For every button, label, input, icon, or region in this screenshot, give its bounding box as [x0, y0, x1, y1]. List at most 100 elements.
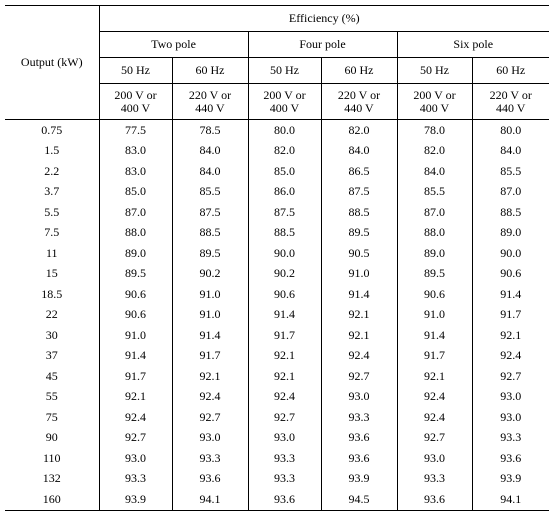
efficiency-cell: 91.0: [172, 284, 249, 305]
efficiency-cell: 78.5: [172, 119, 249, 141]
efficiency-cell: 88.5: [500, 204, 522, 219]
voltage-line: 400 V: [419, 100, 450, 115]
pole-header-four: Four pole: [248, 31, 398, 58]
efficiency-cell: 93.3: [248, 468, 322, 489]
efficiency-cell: 93.0: [500, 389, 522, 404]
table-row: 45 91.7 92.1 92.1 92.7 92.1 92.7: [5, 366, 549, 387]
table-row: 11 89.0 89.5 90.0 90.5 89.0 90.0: [5, 243, 549, 264]
freq-header: 50 Hz: [397, 57, 473, 84]
efficiency-cell: 92.1: [248, 345, 322, 366]
output-cell: 1.5: [5, 140, 100, 161]
efficiency-cell: 92.7: [99, 427, 173, 448]
efficiency-cell: 93.3: [500, 430, 522, 445]
efficiency-cell: 91.0: [397, 304, 473, 325]
efficiency-cell: 93.6: [248, 489, 322, 511]
output-cell: 2.2: [5, 161, 100, 182]
efficiency-cell: 91.4: [500, 286, 522, 301]
voltage-line: 200 V or: [413, 87, 456, 102]
efficiency-cell: 92.4: [321, 345, 398, 366]
efficiency-cell: 92.7: [172, 407, 249, 428]
freq-header: 60 Hz: [321, 57, 398, 84]
efficiency-cell: 92.1: [397, 366, 473, 387]
efficiency-cell: 92.1: [248, 366, 322, 387]
table-row: 160 93.9 94.1 93.6 94.5 93.6 94.1: [5, 489, 549, 511]
efficiency-cell: 82.0: [321, 119, 398, 141]
efficiency-cell: 88.0: [99, 222, 173, 243]
voltage-line: 440 V: [195, 100, 225, 115]
efficiency-cell: 82.0: [248, 140, 322, 161]
output-cell: 5.5: [5, 202, 100, 223]
efficiency-cell: 85.5: [500, 163, 522, 178]
table-row: 132 93.3 93.6 93.3 93.9 93.3 93.9: [5, 468, 549, 489]
voltage-line: 440 V: [344, 100, 374, 115]
freq-header: 60 Hz: [172, 57, 249, 84]
efficiency-cell: 84.0: [172, 140, 249, 161]
efficiency-cell: 93.0: [500, 409, 522, 424]
output-column-header: Output (kW): [5, 5, 100, 120]
efficiency-cell: 86.5: [321, 161, 398, 182]
freq-header: 60 Hz: [472, 57, 549, 84]
output-cell: 45: [5, 366, 100, 387]
efficiency-cell: 91.0: [321, 263, 398, 284]
efficiency-cell: 93.6: [172, 468, 249, 489]
efficiency-cell: 88.5: [248, 222, 322, 243]
efficiency-cell: 83.0: [99, 140, 173, 161]
efficiency-cell: 93.0: [397, 448, 473, 469]
voltage-header: 200 V or 400 V: [248, 83, 322, 120]
efficiency-cell: 92.7: [397, 427, 473, 448]
table-row: 37 91.4 91.7 92.1 92.4 91.7 92.4: [5, 345, 549, 366]
efficiency-cell: 93.3: [321, 407, 398, 428]
efficiency-cell: 91.4: [248, 304, 322, 325]
table-row: 30 91.0 91.4 91.7 92.1 91.4 92.1: [5, 325, 549, 346]
efficiency-cell: 91.4: [321, 284, 398, 305]
efficiency-cell: 85.5: [397, 181, 473, 202]
efficiency-cell: 88.0: [397, 222, 473, 243]
table-row: 75 92.4 92.7 92.7 93.3 92.4 93.0: [5, 407, 549, 428]
efficiency-cell: 93.6: [500, 450, 522, 465]
efficiency-cell: 92.1: [172, 366, 249, 387]
efficiency-cell: 90.6: [397, 284, 473, 305]
efficiency-cell: 92.7: [321, 366, 398, 387]
efficiency-cell: 84.0: [397, 161, 473, 182]
efficiency-cell: 93.6: [397, 489, 473, 511]
efficiency-cell: 77.5: [99, 119, 173, 141]
table-row: 5.5 87.0 87.5 87.5 88.5 87.0 88.5: [5, 202, 549, 223]
output-cell: 0.75: [5, 119, 100, 141]
efficiency-cell: 85.0: [248, 161, 322, 182]
efficiency-cell: 92.7: [500, 368, 522, 383]
voltage-line: 220 V or: [489, 87, 532, 102]
efficiency-cell: 93.0: [172, 427, 249, 448]
table-body: 0.75 77.5 78.5 80.0 82.0 78.0 80.0 1.5 83.0 84.0 8…: [5, 119, 549, 511]
output-cell: 7.5: [5, 222, 100, 243]
output-cell: 90: [5, 427, 100, 448]
efficiency-cell: 91.4: [397, 325, 473, 346]
efficiency-cell: 92.4: [397, 407, 473, 428]
efficiency-cell: 87.5: [321, 181, 398, 202]
efficiency-cell: 89.5: [172, 243, 249, 264]
efficiency-cell: 94.1: [172, 489, 249, 511]
efficiency-cell: 90.6: [99, 284, 173, 305]
output-cell: 132: [5, 468, 100, 489]
output-cell: 18.5: [5, 284, 100, 305]
efficiency-cell: 94.5: [321, 489, 398, 511]
efficiency-cell: 88.5: [321, 202, 398, 223]
efficiency-cell: 93.9: [500, 471, 522, 486]
table-row: 110 93.0 93.3 93.3 93.6 93.0 93.6: [5, 448, 549, 469]
efficiency-cell: 87.0: [99, 202, 173, 223]
efficiency-cell: 87.5: [172, 202, 249, 223]
output-cell: 160: [5, 489, 100, 511]
output-cell: 110: [5, 448, 100, 469]
efficiency-cell: 83.0: [99, 161, 173, 182]
efficiency-cell: 93.0: [248, 427, 322, 448]
efficiency-cell: 92.1: [321, 325, 398, 346]
efficiency-cell: 87.0: [500, 184, 522, 199]
table-row: 15 89.5 90.2 90.2 91.0 89.5 90.6: [5, 263, 549, 284]
efficiency-cell: 90.6: [500, 266, 522, 281]
efficiency-cell: 92.1: [99, 386, 173, 407]
table-row: 90 92.7 93.0 93.0 93.6 92.7 93.3: [5, 427, 549, 448]
efficiency-cell: 91.0: [172, 304, 249, 325]
efficiency-cell: 82.0: [397, 140, 473, 161]
efficiency-cell: 93.0: [99, 448, 173, 469]
efficiency-cell: 89.0: [99, 243, 173, 264]
efficiency-cell: 90.2: [172, 263, 249, 284]
